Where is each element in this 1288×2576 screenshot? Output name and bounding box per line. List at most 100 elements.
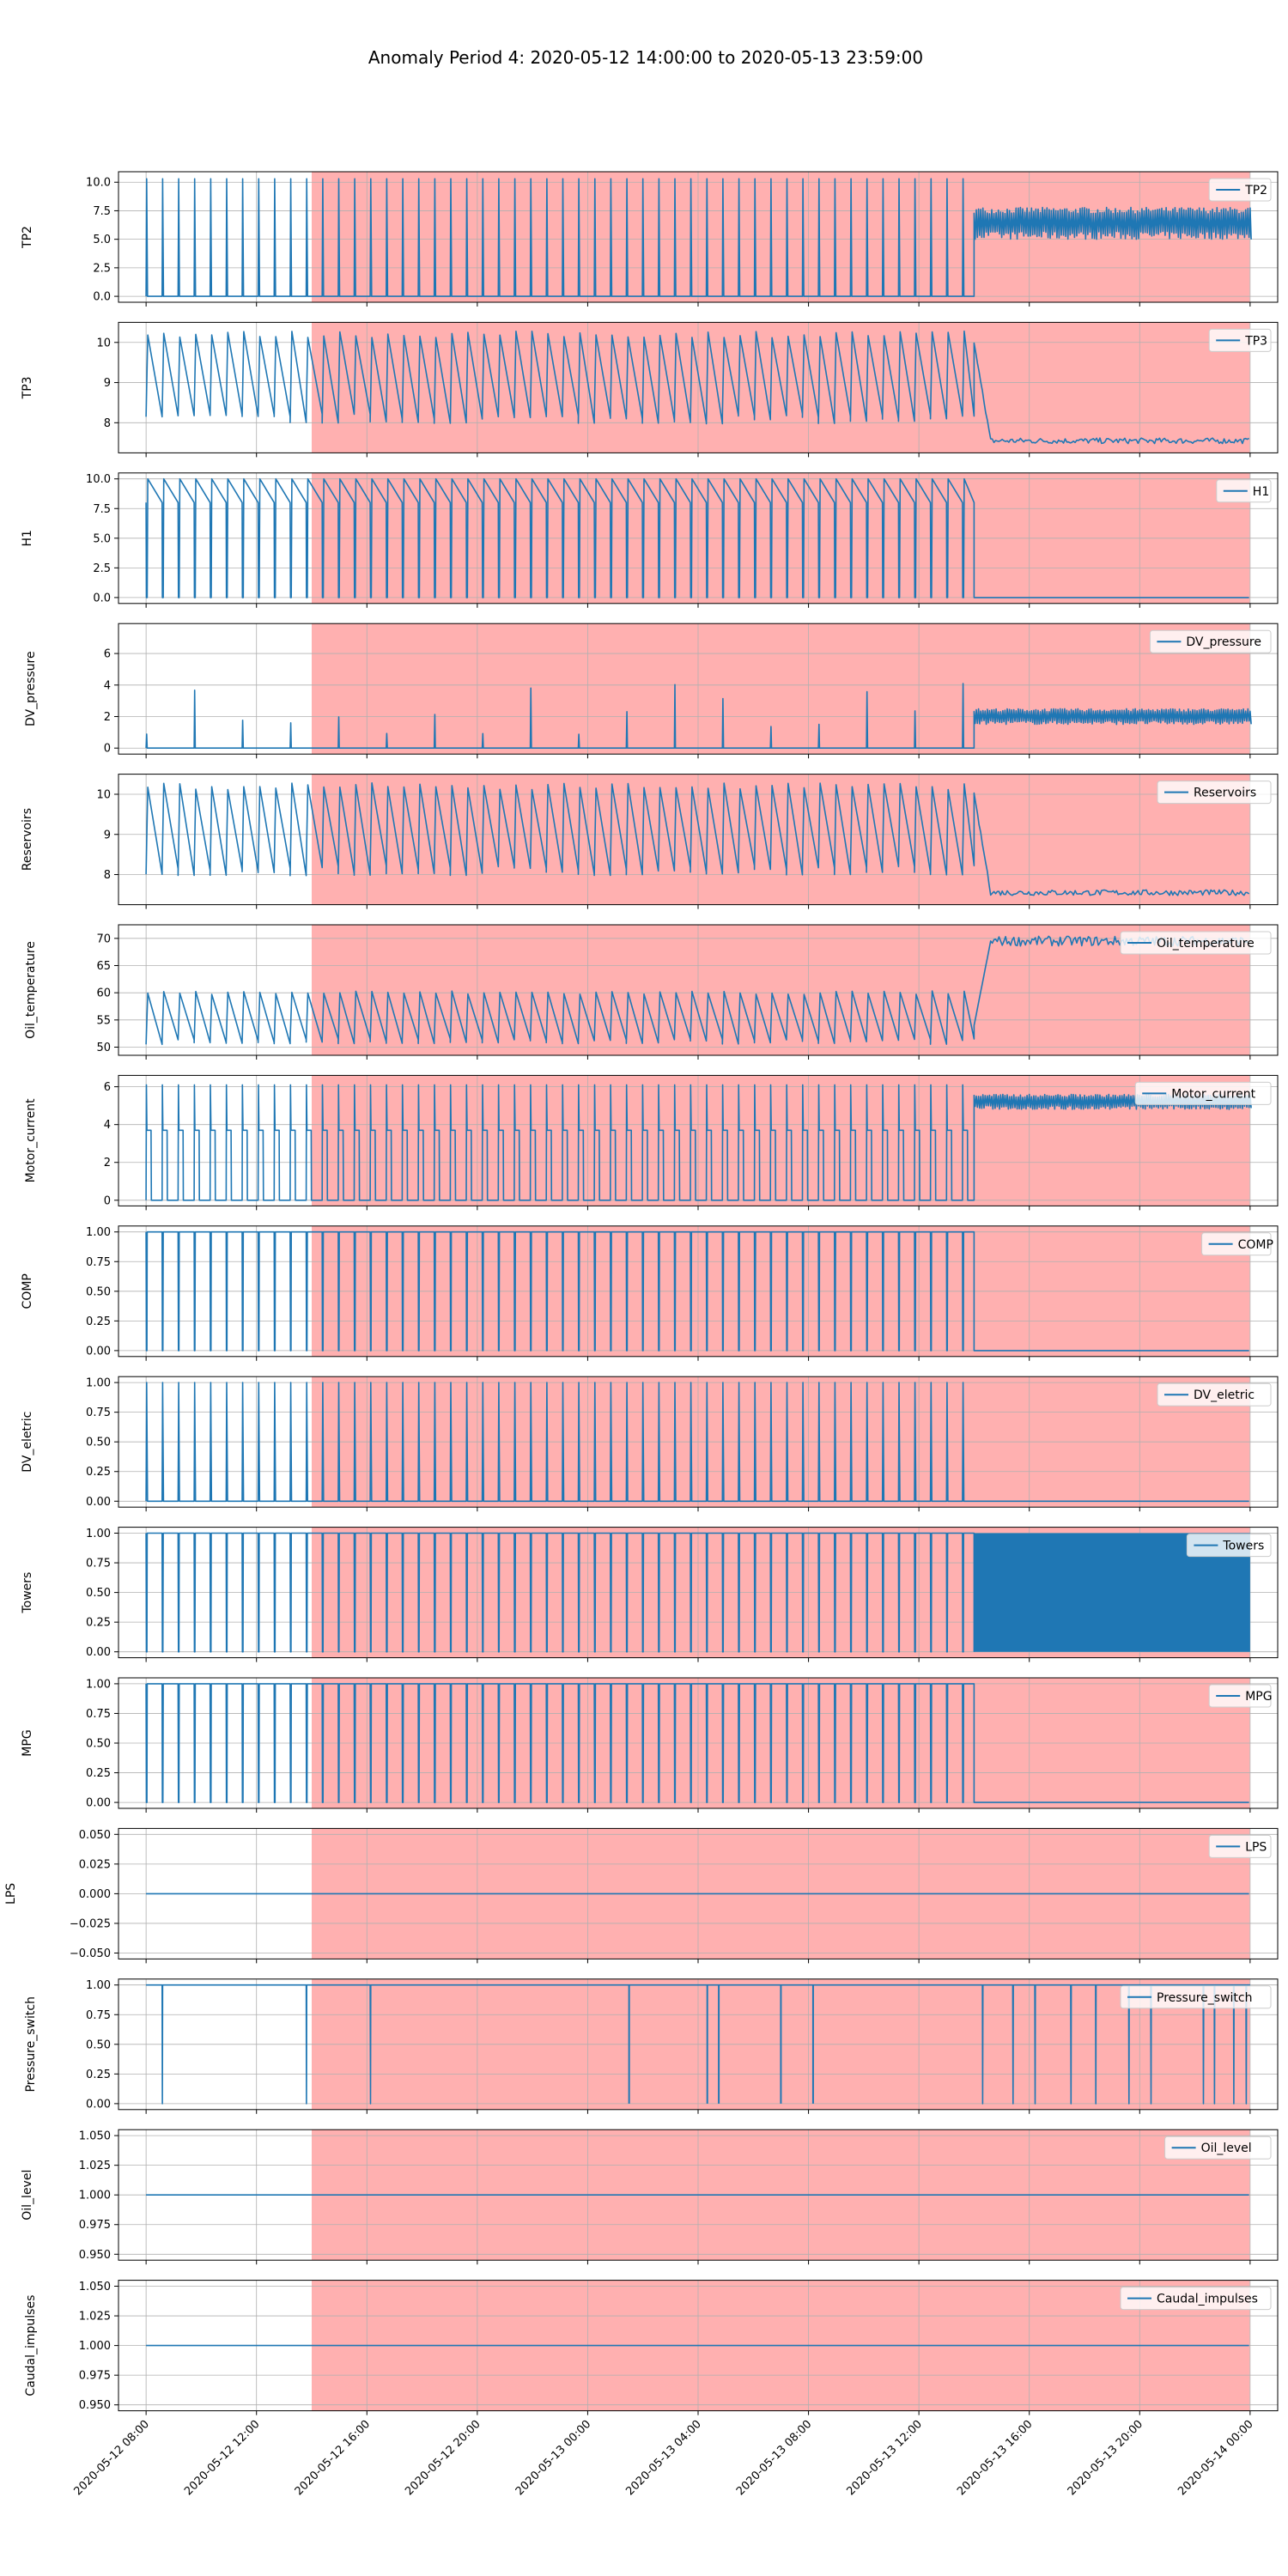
- y-tick-label: 7.5: [93, 205, 111, 218]
- y-tick-label: 70: [96, 933, 111, 945]
- y-tick-label: 2: [104, 1157, 111, 1170]
- y-tick-label: 50: [96, 1042, 111, 1054]
- y-tick-label: 10.0: [86, 473, 111, 486]
- y-axis-label: Pressure_switch: [24, 1996, 38, 2092]
- legend-label: MPG: [1245, 1690, 1272, 1704]
- legend-box: [1186, 1534, 1272, 1558]
- legend: Reservoirs: [1157, 781, 1272, 805]
- y-tick-label: 2.5: [93, 562, 111, 575]
- x-tick-label: 2020-05-12 16:00: [293, 2418, 373, 2498]
- y-tick-label: 8: [104, 869, 111, 882]
- y-axis-label: Towers: [21, 1572, 34, 1614]
- y-tick-label: 0.50: [86, 1437, 111, 1449]
- legend: H1: [1216, 479, 1272, 503]
- y-tick-label: 0.50: [86, 1285, 111, 1298]
- y-tick-label: 0.975: [79, 2370, 111, 2383]
- panel-comp: 0.00 0.25 0.50 0.75 1.00 COMP COMP: [21, 1225, 1279, 1361]
- y-axis-label: TP3: [21, 376, 34, 399]
- y-tick-label: 4: [104, 679, 111, 692]
- y-tick-label: 0.00: [86, 1646, 111, 1659]
- legend-label: Motor_current: [1171, 1087, 1255, 1101]
- legend: Oil_level: [1164, 2136, 1272, 2160]
- x-tick-label: 2020-05-13 16:00: [955, 2418, 1035, 2498]
- panel-dv-pressure: 0 2 4 6 DV_pressure DV_pressure: [24, 623, 1279, 759]
- x-tick-label: 2020-05-14 00:00: [1176, 2418, 1255, 2498]
- series-line-pressure-switch: [146, 1984, 1250, 2105]
- y-tick-label: 1.025: [79, 2311, 111, 2324]
- y-tick-label: 0.75: [86, 2009, 111, 2022]
- panel-towers: 0.00 0.25 0.50 0.75 1.00 Towers Towers: [21, 1527, 1279, 1662]
- y-axis-label: MPG: [21, 1729, 34, 1756]
- y-tick-label: 10.0: [86, 177, 111, 190]
- anomaly-span: [312, 172, 1250, 302]
- legend: COMP: [1201, 1232, 1273, 1256]
- x-axis: 2020-05-12 08:00 2020-05-12 12:00 2020-05-…: [72, 2418, 1256, 2498]
- series-line-comp: [145, 1230, 1249, 1352]
- y-axis-label: TP2: [21, 226, 34, 249]
- legend: Towers: [1186, 1534, 1272, 1558]
- y-tick-label: 0.050: [79, 1829, 111, 1842]
- panel-pressure-switch: 0.00 0.25 0.50 0.75 1.00 Pressure_switch Press…: [24, 1978, 1279, 2114]
- y-tick-label: 0.50: [86, 1587, 111, 1600]
- legend: DV_pressure: [1149, 629, 1272, 653]
- anomaly-span: [312, 925, 1250, 1055]
- legend-label: DV_eletric: [1194, 1388, 1255, 1402]
- y-tick-label: 0.950: [79, 2249, 111, 2262]
- x-tick-label: 2020-05-13 04:00: [623, 2418, 703, 2498]
- y-tick-label: 0.50: [86, 1738, 111, 1751]
- y-tick-label: 5.0: [93, 234, 111, 246]
- panel-mpg: 0.00 0.25 0.50 0.75 1.00 MPG MPG: [21, 1677, 1279, 1813]
- y-tick-label: 0.25: [86, 1466, 111, 1479]
- y-tick-label: 0.00: [86, 1496, 111, 1509]
- y-tick-label: 0.975: [79, 2219, 111, 2232]
- y-tick-label: 9: [104, 377, 111, 390]
- x-tick-label: 2020-05-13 12:00: [845, 2418, 925, 2498]
- y-tick-label: 0: [104, 1194, 111, 1207]
- panel-tp2: 0.0 2.5 5.0 7.5 10.0 TP2 TP2: [21, 171, 1279, 307]
- y-tick-label: 6: [104, 1081, 111, 1094]
- legend-box: [1201, 1232, 1272, 1256]
- legend-label: Pressure_switch: [1157, 1991, 1252, 2005]
- y-tick-label: 1.025: [79, 2160, 111, 2172]
- legend-box: [1120, 1985, 1272, 2009]
- y-tick-label: 0.00: [86, 2098, 111, 2111]
- y-axis-label: Caudal_impulses: [24, 2295, 38, 2397]
- legend-label: Oil_level: [1201, 2142, 1252, 2155]
- y-tick-label: 0.25: [86, 2069, 111, 2081]
- y-tick-label: 0.50: [86, 2038, 111, 2051]
- y-axis-label: Oil_level: [21, 2170, 34, 2221]
- y-axis-label: COMP: [21, 1273, 34, 1309]
- legend-label: Caudal_impulses: [1157, 2293, 1258, 2306]
- y-tick-label: 1.050: [79, 2130, 111, 2143]
- panel-lps: −0.050 −0.025 0.000 0.025 0.050 LPS LPS: [4, 1827, 1279, 1964]
- y-tick-label: 0.75: [86, 1256, 111, 1269]
- y-tick-label: 5.0: [93, 532, 111, 545]
- legend-box: [1157, 781, 1272, 805]
- y-tick-label: 0.0: [93, 592, 111, 605]
- y-tick-label: 0: [104, 743, 111, 756]
- legend-box: [1149, 629, 1272, 653]
- legend-box: [1157, 1382, 1272, 1406]
- legend-label: TP3: [1244, 334, 1267, 348]
- series-line-tp3: [145, 330, 1250, 445]
- anomaly-span: [312, 623, 1250, 755]
- x-tick-label: 2020-05-12 20:00: [403, 2418, 483, 2498]
- y-tick-label: 1.00: [86, 1979, 111, 1992]
- legend: TP2: [1208, 178, 1272, 202]
- y-axis-label: H1: [21, 530, 34, 546]
- y-tick-label: 2: [104, 711, 111, 724]
- y-tick-label: 0.025: [79, 1858, 111, 1871]
- legend-label: H1: [1253, 485, 1269, 499]
- y-tick-label: 0.000: [79, 1888, 111, 1901]
- legend: LPS: [1208, 1834, 1272, 1858]
- y-tick-label: 0.00: [86, 1797, 111, 1810]
- x-tick-label: 2020-05-13 20:00: [1066, 2418, 1145, 2498]
- x-tick-label: 2020-05-13 00:00: [513, 2418, 593, 2498]
- y-tick-label: 0.00: [86, 1345, 111, 1358]
- legend: MPG: [1208, 1684, 1273, 1708]
- legend-label: Reservoirs: [1194, 787, 1256, 800]
- legend: TP3: [1208, 328, 1272, 352]
- y-tick-label: 7.5: [93, 503, 111, 516]
- y-axis-label: DV_pressure: [24, 651, 38, 726]
